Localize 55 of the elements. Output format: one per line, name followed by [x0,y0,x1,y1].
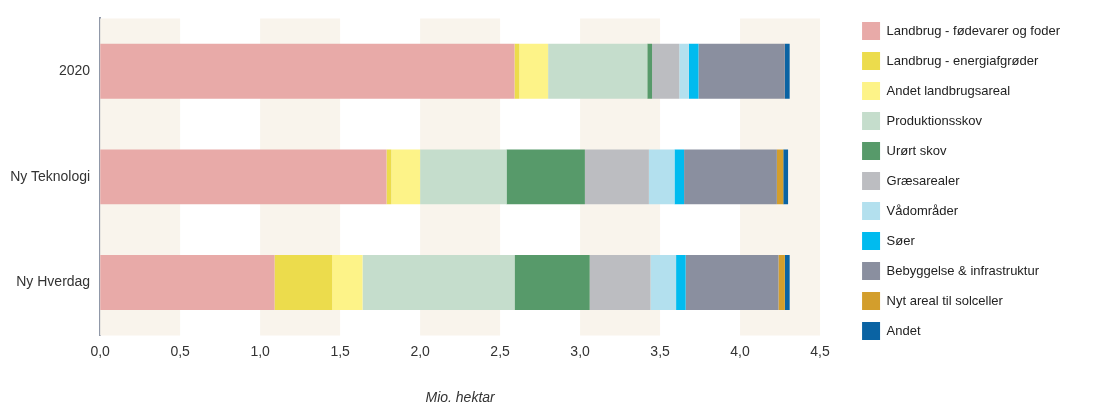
x-tick-label: 1,5 [330,342,351,359]
bar [776,149,784,205]
bar [783,149,789,205]
bar [584,149,649,205]
bar [506,149,585,205]
x-tick-label: 0,0 [90,342,111,359]
bar [650,255,677,311]
bar [676,255,686,311]
legend-label: Produktionsskov [886,112,983,128]
x-tick-label: 4,5 [810,342,830,359]
x-tick-label: 0,5 [170,342,191,359]
bar [684,149,777,205]
legend-label: Urørt skov [886,142,947,158]
bar [685,255,779,311]
bar [548,43,648,99]
bar [784,43,790,99]
bar [391,149,421,205]
bar [648,149,675,205]
legend-label: Landbrug - fødevarer og foder [886,22,1061,38]
legend-label: Landbrug - energiafgrøder [886,52,1039,68]
bar [519,43,549,99]
x-tick-label: 1,0 [250,342,271,359]
bar [100,255,275,311]
x-tick-label: 3,5 [650,342,671,359]
bar [778,255,785,311]
x-tick-label: 2,0 [410,342,431,359]
bar [100,149,387,205]
bar [688,43,699,99]
bar [698,43,785,99]
x-axis-title: Mio. hektar [425,389,497,406]
bar [589,255,651,311]
bar [332,255,363,311]
bar [784,255,790,311]
bar [652,43,680,99]
legend-label: Græsarealer [886,172,961,188]
bar [514,255,590,311]
legend-label: Bebyggelse & infrastruktur [886,262,1040,278]
y-tick-label: Ny Hverdag [16,273,91,290]
legend-label: Andet landbrugsareal [886,82,1011,98]
bar [100,43,515,99]
legend-label: Søer [886,232,916,248]
legend-label: Vådområder [886,202,959,218]
x-tick-label: 2,5 [490,342,511,359]
bar [674,149,685,205]
bar [420,149,507,205]
bar [362,255,515,311]
legend-label: Nyt areal til solceller [886,292,1004,308]
y-tick-label: Ny Teknologi [10,167,91,184]
bar [274,255,333,311]
x-tick-label: 3,0 [570,342,591,359]
x-tick-label: 4,0 [730,342,751,359]
y-tick-label: 2020 [59,62,91,79]
bar [679,43,689,99]
bar [647,43,653,99]
legend-label: Andet [886,322,921,338]
